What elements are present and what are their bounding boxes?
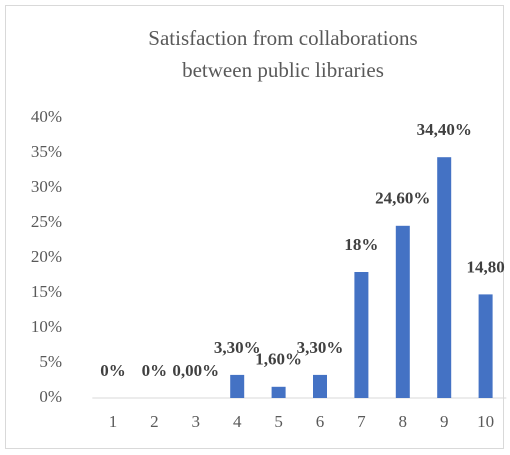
value-label: 0% [142,361,168,380]
y-tick-label: 20% [31,247,62,266]
y-tick-label: 35% [31,142,62,161]
chart-title: between public libraries [182,58,384,82]
x-tick-label: 2 [150,412,159,431]
y-tick-label: 25% [31,212,62,231]
x-tick-label: 3 [192,412,201,431]
bar [230,374,245,398]
x-tick-label: 10 [477,412,494,431]
x-tick-label: 9 [440,412,449,431]
value-label: 18% [344,235,378,254]
y-tick-label: 5% [39,352,62,371]
x-tick-label: 5 [274,412,283,431]
y-tick-label: 30% [31,177,62,196]
chart-frame [5,5,504,449]
value-label: 3,30% [214,338,261,357]
value-label: 24,60% [375,189,430,208]
bar [395,225,410,398]
y-tick-label: 15% [31,282,62,301]
value-label: 0% [100,361,126,380]
value-label: 3,30% [297,338,344,357]
x-tick-label: 4 [233,412,242,431]
y-tick-label: 40% [31,107,62,126]
value-label: 0,00% [172,361,219,380]
x-tick-label: 7 [357,412,366,431]
bar [437,157,452,398]
x-tick-label: 8 [399,412,408,431]
x-tick-label: 6 [316,412,325,431]
chart-title: Satisfaction from collaborations [148,26,417,50]
y-tick-label: 0% [39,387,62,406]
bar [271,386,286,398]
y-tick-label: 10% [31,317,62,336]
value-label: 1,60% [255,350,302,369]
x-tick-label: 1 [109,412,118,431]
value-label: 14,80 [466,257,504,276]
bar [478,294,493,398]
bar [354,272,369,398]
bar [313,374,327,398]
value-label: 34,40% [417,120,472,139]
